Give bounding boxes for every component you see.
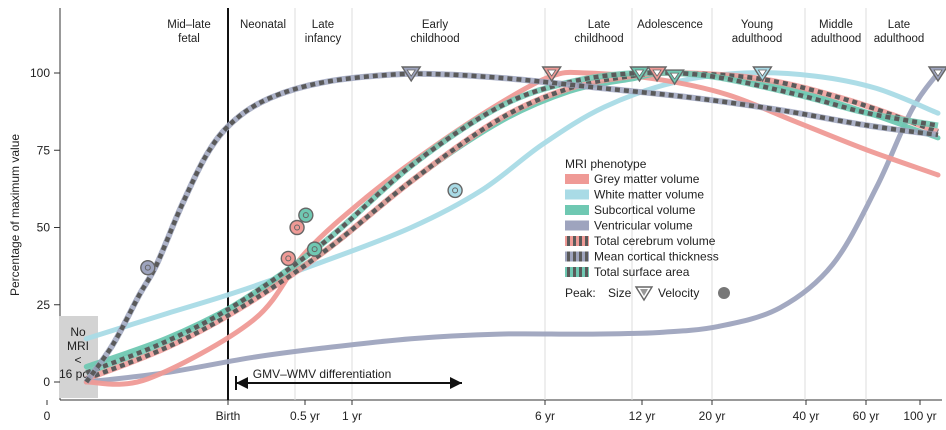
legend-item-total-cerebrum-volume: Total cerebrum volume	[565, 234, 716, 248]
legend-label: Ventricular volume	[594, 219, 693, 233]
x-tick-label: 1 yr	[342, 409, 362, 423]
peak-velocity-marker-total-cerebrum-volume	[280, 250, 296, 267]
markers-layer	[140, 66, 946, 276]
x-tick-label: 100 yr	[903, 409, 936, 423]
peak-velocity-marker-subcortical-volume	[298, 207, 314, 223]
stage-label: Mid–late fetal	[167, 19, 210, 45]
y-tick-label: 75	[37, 143, 51, 157]
y-tick-label: 0	[43, 375, 50, 389]
peak-velocity-marker-total-surface-area	[306, 241, 323, 257]
legend-item-mean-cortical-thickness: Mean cortical thickness	[565, 250, 719, 264]
no-mri-label-line1: No	[70, 325, 86, 339]
x-ticks: 0 Birth 0.5 yr 1 yr 6 yr 12 yr 20 yr 40 yr 60 yr…	[44, 400, 937, 423]
legend-size-marker-inner	[640, 289, 648, 296]
x-tick-label: 60 yr	[853, 409, 880, 423]
legend-label: White matter volume	[594, 188, 704, 202]
stage-label: Neonatal	[240, 19, 286, 31]
series-dash-total-surface-area	[85, 70, 939, 375]
y-tick-label: 25	[37, 298, 51, 312]
legend-size-label: Size	[608, 286, 632, 300]
stage-label: Late adulthood	[874, 19, 925, 45]
x-tick-label: 40 yr	[793, 409, 820, 423]
series-line-grey-matter-volume	[83, 69, 941, 387]
y-ticks: 0 25 50 75 100	[30, 66, 60, 389]
gmv-wmv-annotation: GMV–WMV differentiation	[235, 367, 462, 390]
legend-velocity-label: Velocity	[658, 286, 699, 300]
stage-label: Late childhood	[574, 19, 623, 45]
peak-size-marker-total-surface-area	[629, 66, 650, 83]
peak-velocity-marker-mean-cortical-thickness	[140, 259, 156, 276]
x-tick-label: 20 yr	[699, 409, 726, 423]
peak-size-marker-white-matter-volume	[752, 66, 773, 83]
legend-item-subcortical-volume: Subcortical volume	[565, 203, 696, 217]
legend-item-white-matter-volume: White matter volume	[565, 188, 704, 202]
legend-item-grey-matter-volume: Grey matter volume	[565, 172, 700, 186]
legend-item-ventricular-volume: Ventricular volume	[565, 219, 693, 233]
peak-size-marker-total-cerebrum-volume	[646, 66, 668, 83]
legend-label: Total cerebrum volume	[594, 234, 716, 248]
legend-label: Subcortical volume	[594, 203, 696, 217]
series-dash-total-cerebrum-volume	[85, 70, 939, 381]
series-dash-mean-cortical-thickness	[84, 71, 939, 384]
peak-size-marker-subcortical-volume	[664, 69, 685, 86]
legend-item-total-surface-area: Total surface area	[565, 265, 690, 279]
y-tick-label: 100	[30, 66, 50, 80]
y-tick-label: 50	[37, 221, 51, 235]
stage-label: Middle adulthood	[811, 19, 862, 45]
legend-label: Mean cortical thickness	[594, 250, 719, 264]
legend-title: MRI phenotype	[565, 157, 647, 171]
series-line-ventricular-volume	[83, 70, 941, 385]
legend-peak-label: Peak:	[565, 286, 596, 300]
x-tick-label: 0.5 yr	[290, 409, 320, 423]
no-mri-label-line3: <	[74, 353, 81, 367]
x-tick-label: 12 yr	[629, 409, 656, 423]
peak-size-marker-grey-matter-volume	[541, 66, 562, 83]
y-axis-label: Percentage of maximum value	[8, 134, 22, 296]
peak-velocity-marker-white-matter-volume	[447, 182, 463, 199]
legend: MRI phenotype Grey matter volume White ma…	[565, 157, 730, 302]
x-tick-label: Birth	[216, 409, 241, 423]
legend-label: Total surface area	[594, 265, 690, 279]
x-tick-label: 6 yr	[535, 409, 555, 423]
stage-label: Adolescence	[637, 19, 703, 31]
gmv-wmv-label: GMV–WMV differentiation	[253, 367, 392, 381]
peak-velocity-marker-grey-matter-volume	[289, 219, 305, 236]
no-mri-label-line2: MRI	[67, 339, 89, 353]
stage-label: Late infancy	[305, 19, 342, 45]
stage-label: Young adulthood	[732, 19, 783, 45]
series-line-white-matter-volume	[83, 70, 941, 342]
legend-label: Grey matter volume	[594, 172, 700, 186]
peak-size-marker-mean-cortical-thickness	[400, 66, 422, 83]
stage-labels: Mid–late fetal Neonatal Late infancy Early chi…	[167, 19, 924, 45]
stage-label: Early childhood	[410, 19, 459, 45]
series-layer	[83, 69, 941, 387]
peak-size-marker-ventricular-volume	[927, 66, 946, 83]
legend-velocity-marker	[718, 287, 730, 299]
x-tick-label: 0	[44, 409, 51, 423]
